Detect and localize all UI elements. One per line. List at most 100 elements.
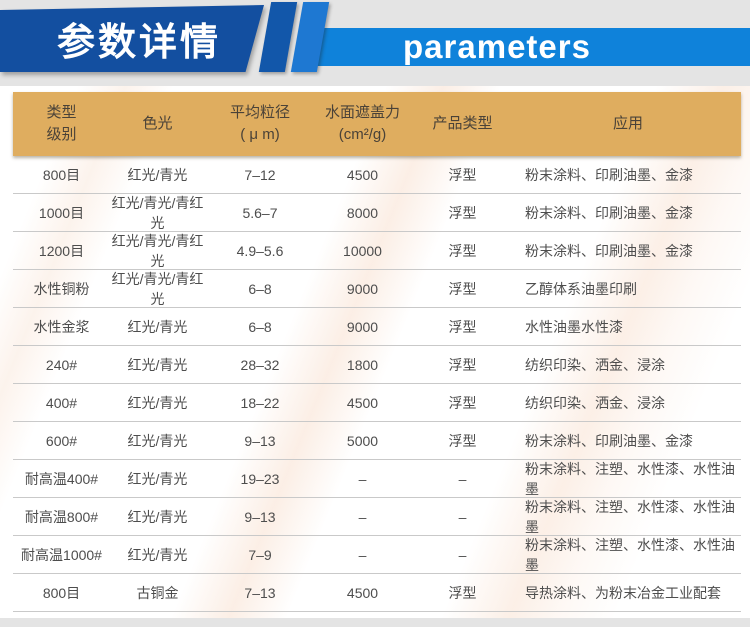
- cell-product-type: 浮型: [448, 318, 477, 335]
- cell-avg-particle-size: 9–13: [244, 508, 276, 525]
- cell-product-type: 浮型: [448, 204, 477, 221]
- banner-stripe-dark: [258, 2, 298, 72]
- table-row: 800目 红光/青光 7–12 4500 浮型 粉末涂料、印刷油墨、金漆: [13, 156, 741, 194]
- cell-water-coverage: 5000: [346, 432, 379, 449]
- table-body: 800目 红光/青光 7–12 4500 浮型 粉末涂料、印刷油墨、金漆 1000目 红光/青…: [13, 156, 741, 612]
- table-row: 水性铜粉 红光/青光/青红光 6–8 9000 浮型 乙醇体系油墨印刷: [13, 270, 741, 308]
- cell-water-coverage: 9000: [346, 280, 379, 297]
- page-title-cn: 参数详情: [56, 22, 221, 64]
- title-banner-cn: 参数详情: [0, 5, 264, 72]
- table-row: 240# 红光/青光 28–32 1800 浮型 纺织印染、洒金、浸涂: [13, 346, 741, 384]
- cell-product-type: –: [458, 546, 467, 563]
- cell-application: 粉末涂料、印刷油墨、金漆: [525, 432, 693, 449]
- cell-color-tone: 红光/青光: [127, 432, 188, 449]
- cell-type-grade: 水性金浆: [33, 318, 90, 335]
- table-row: 耐高温1000# 红光/青光 7–9 – – 粉末涂料、注塑、水性漆、水性油墨: [13, 536, 741, 574]
- cell-type-grade: 800目: [42, 584, 81, 601]
- table-container: 类型 级别 色光 平均粒径 ( μ m) 水面遮盖力 (cm²/g) 产品类型 …: [0, 86, 750, 618]
- cell-water-coverage: 1800: [346, 356, 379, 373]
- cell-avg-particle-size: 5.6–7: [242, 204, 278, 221]
- column-header-application: 应用: [612, 115, 643, 132]
- cell-color-tone: 红光/青光: [127, 508, 188, 525]
- cell-water-coverage: –: [358, 508, 367, 525]
- cell-avg-particle-size: 19–23: [240, 470, 280, 487]
- header-banner: parameters 参数详情: [0, 0, 750, 86]
- cell-application: 粉末涂料、印刷油墨、金漆: [525, 242, 693, 259]
- cell-type-grade: 400#: [45, 394, 78, 411]
- cell-application: 粉末涂料、注塑、水性漆、水性油墨: [525, 536, 735, 573]
- table-row: 耐高温400# 红光/青光 19–23 – – 粉末涂料、注塑、水性漆、水性油墨: [13, 460, 741, 498]
- cell-type-grade: 600#: [45, 432, 78, 449]
- table-row: 800目 古铜金 7–13 4500 浮型 导热涂料、为粉末冶金工业配套: [13, 574, 741, 612]
- cell-type-grade: 240#: [45, 356, 78, 373]
- cell-application: 粉末涂料、印刷油墨、金漆: [525, 166, 693, 183]
- cell-water-coverage: 9000: [346, 318, 379, 335]
- cell-color-tone: 红光/青光: [127, 546, 188, 563]
- table-row: 400# 红光/青光 18–22 4500 浮型 纺织印染、洒金、浸涂: [13, 384, 741, 422]
- column-header-avg-particle-size: 平均粒径 ( μ m): [229, 104, 290, 143]
- column-header-color-tone: 色光: [142, 115, 173, 132]
- cell-type-grade: 800目: [42, 166, 81, 183]
- table-row: 水性金浆 红光/青光 6–8 9000 浮型 水性油墨水性漆: [13, 308, 741, 346]
- cell-product-type: 浮型: [448, 584, 477, 601]
- cell-color-tone: 红光/青光/青红光: [111, 270, 204, 307]
- cell-type-grade: 1000目: [38, 204, 85, 221]
- cell-avg-particle-size: 9–13: [244, 432, 276, 449]
- cell-application: 水性油墨水性漆: [525, 318, 623, 335]
- title-banner-cn-wrap: 参数详情: [0, 5, 264, 72]
- cell-type-grade: 1200目: [38, 242, 85, 259]
- cell-application: 粉末涂料、注塑、水性漆、水性油墨: [525, 498, 735, 535]
- cell-color-tone: 红光/青光: [127, 356, 188, 373]
- cell-type-grade: 耐高温800#: [24, 508, 99, 525]
- cell-water-coverage: –: [358, 546, 367, 563]
- cell-color-tone: 红光/青光: [127, 318, 188, 335]
- page-title-en: parameters: [403, 28, 591, 65]
- cell-application: 导热涂料、为粉末冶金工业配套: [525, 584, 721, 601]
- cell-avg-particle-size: 6–8: [248, 280, 272, 297]
- cell-application: 乙醇体系油墨印刷: [525, 280, 637, 297]
- cell-application: 粉末涂料、印刷油墨、金漆: [525, 204, 693, 221]
- cell-water-coverage: 4500: [346, 584, 379, 601]
- cell-avg-particle-size: 18–22: [240, 394, 280, 411]
- cell-product-type: 浮型: [448, 242, 477, 259]
- cell-color-tone: 古铜金: [136, 584, 179, 601]
- cell-type-grade: 耐高温1000#: [21, 546, 102, 563]
- title-banner-en: parameters: [316, 28, 750, 66]
- cell-product-type: 浮型: [448, 432, 477, 449]
- cell-application: 纺织印染、洒金、浸涂: [525, 394, 665, 411]
- cell-product-type: –: [458, 508, 467, 525]
- cell-color-tone: 红光/青光: [127, 470, 188, 487]
- cell-color-tone: 红光/青光/青红光: [111, 232, 204, 269]
- column-header-type-grade: 类型 级别: [46, 104, 77, 143]
- cell-type-grade: 水性铜粉: [33, 280, 90, 297]
- cell-application: 粉末涂料、注塑、水性漆、水性油墨: [525, 460, 735, 497]
- cell-type-grade: 耐高温400#: [24, 470, 99, 487]
- cell-water-coverage: 8000: [346, 204, 379, 221]
- cell-product-type: 浮型: [448, 280, 477, 297]
- cell-water-coverage: 4500: [346, 166, 379, 183]
- cell-product-type: 浮型: [448, 166, 477, 183]
- cell-color-tone: 红光/青光: [127, 166, 188, 183]
- cell-avg-particle-size: 6–8: [248, 318, 272, 335]
- column-header-water-coverage: 水面遮盖力 (cm²/g): [324, 104, 400, 143]
- cell-water-coverage: –: [358, 470, 367, 487]
- cell-water-coverage: 4500: [346, 394, 379, 411]
- cell-avg-particle-size: 7–12: [244, 166, 276, 183]
- cell-product-type: –: [458, 470, 467, 487]
- cell-avg-particle-size: 4.9–5.6: [236, 242, 284, 259]
- cell-avg-particle-size: 7–9: [248, 546, 272, 563]
- cell-water-coverage: 10000: [343, 242, 382, 259]
- cell-application: 纺织印染、洒金、浸涂: [525, 356, 665, 373]
- table-row: 600# 红光/青光 9–13 5000 浮型 粉末涂料、印刷油墨、金漆: [13, 422, 741, 460]
- table-header: 类型 级别 色光 平均粒径 ( μ m) 水面遮盖力 (cm²/g) 产品类型 …: [13, 92, 741, 156]
- cell-product-type: 浮型: [448, 394, 477, 411]
- cell-color-tone: 红光/青光/青红光: [111, 194, 204, 231]
- table-row: 1200目 红光/青光/青红光 4.9–5.6 10000 浮型 粉末涂料、印刷油墨、金漆: [13, 232, 741, 270]
- cell-color-tone: 红光/青光: [127, 394, 188, 411]
- table-row: 耐高温800# 红光/青光 9–13 – – 粉末涂料、注塑、水性漆、水性油墨: [13, 498, 741, 536]
- table-row: 1000目 红光/青光/青红光 5.6–7 8000 浮型 粉末涂料、印刷油墨、金漆: [13, 194, 741, 232]
- cell-avg-particle-size: 7–13: [244, 584, 276, 601]
- cell-product-type: 浮型: [448, 356, 477, 373]
- column-header-product-type: 产品类型: [432, 115, 493, 132]
